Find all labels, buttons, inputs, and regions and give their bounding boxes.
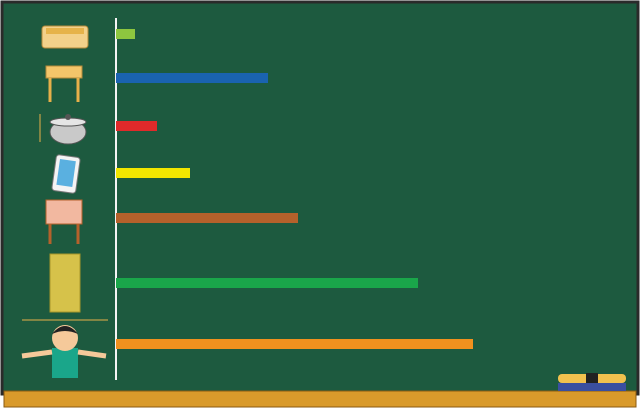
bar — [116, 73, 268, 83]
icon-door — [49, 253, 81, 313]
bar — [116, 168, 190, 178]
eraser — [558, 373, 626, 391]
chalkboard — [0, 0, 640, 396]
chalk-ledge — [3, 390, 637, 408]
bar — [116, 121, 157, 131]
icon-pot — [39, 114, 87, 145]
icon-table — [45, 199, 83, 244]
bar — [116, 339, 473, 349]
bar — [116, 29, 135, 39]
bar — [116, 278, 418, 288]
icon-child — [21, 319, 108, 378]
icons — [21, 25, 108, 378]
icon-stool — [45, 65, 83, 102]
icon-tablet — [51, 154, 81, 194]
bar — [116, 213, 298, 223]
icon-box — [41, 25, 89, 49]
